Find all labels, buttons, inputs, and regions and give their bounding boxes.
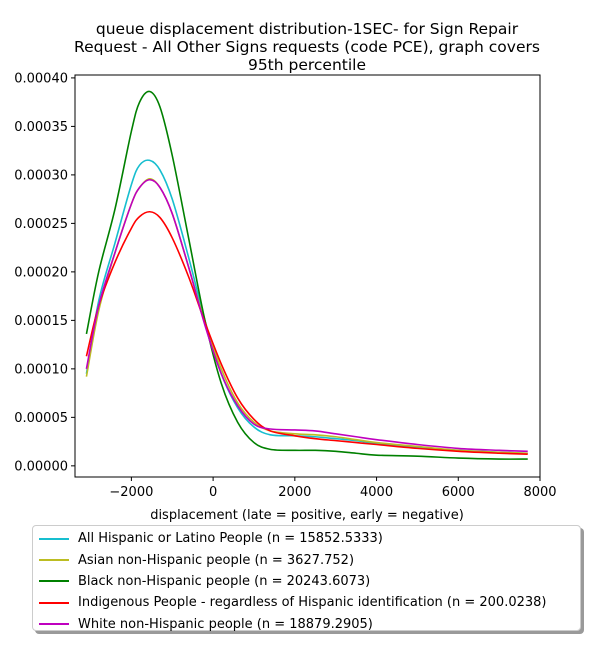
chart-title-line-3: 95th percentile [248,56,366,74]
y-tick-label: 0.00040 [14,71,68,86]
legend-label: White non-Hispanic people (n = 18879.290… [78,616,373,632]
y-tick-label: 0.00000 [14,459,68,474]
chart-title-line-1: queue displacement distribution-1SEC- fo… [96,20,519,38]
x-tick-label: 4000 [360,485,393,500]
plot-frame [74,74,541,478]
legend: All Hispanic or Latino People (n = 15852… [32,525,581,632]
x-tick-label: −2000 [109,485,153,500]
legend-swatch [39,601,69,604]
series-line-5 [85,178,528,453]
legend-swatch [39,537,69,540]
y-tick-label: 0.00035 [14,120,68,135]
x-axis-label: displacement (late = positive, early = n… [150,508,464,523]
legend-item-4: Indigenous People - regardless of Hispan… [37,592,580,613]
legend-label: Indigenous People - regardless of Hispan… [78,595,547,611]
y-tick-label: 0.00015 [14,314,68,329]
y-tick-label: 0.00030 [14,168,68,183]
x-tick-label: 6000 [442,485,475,500]
series-line-2 [85,177,528,455]
x-tick-label: 0 [209,485,217,500]
legend-item-2: Asian non-Hispanic people (n = 3627.752) [37,549,580,570]
series-line-1 [85,159,528,455]
legend-swatch [39,623,69,626]
legend-item-3: Black non-Hispanic people (n = 20243.607… [37,571,580,592]
legend-label: All Hispanic or Latino People (n = 15852… [78,531,383,547]
x-tick-label: 8000 [523,485,556,500]
series-line-3 [85,90,528,460]
series-layer [85,90,528,460]
legend-item-1: All Hispanic or Latino People (n = 15852… [37,528,580,549]
legend-swatch [39,580,69,583]
legend-label: Black non-Hispanic people (n = 20243.607… [78,573,371,589]
y-tick-label: 0.00025 [14,217,68,232]
x-tick-label: 2000 [278,485,311,500]
chart-title-line-2: Request - All Other Signs requests (code… [74,38,540,56]
legend-swatch [39,559,69,562]
y-tick-label: 0.00010 [14,362,68,377]
chart-title: queue displacement distribution-1SEC- fo… [74,20,540,74]
y-tick-label: 0.00020 [14,265,68,280]
legend-item-5: White non-Hispanic people (n = 18879.290… [37,614,580,635]
series-line-4 [85,210,528,456]
legend-label: Asian non-Hispanic people (n = 3627.752) [78,552,355,568]
y-tick-label: 0.00005 [14,411,68,426]
ticks-layer: −2000 0 2000 4000 6000 8000 0.00000 0.00005 0.00… [14,71,556,500]
